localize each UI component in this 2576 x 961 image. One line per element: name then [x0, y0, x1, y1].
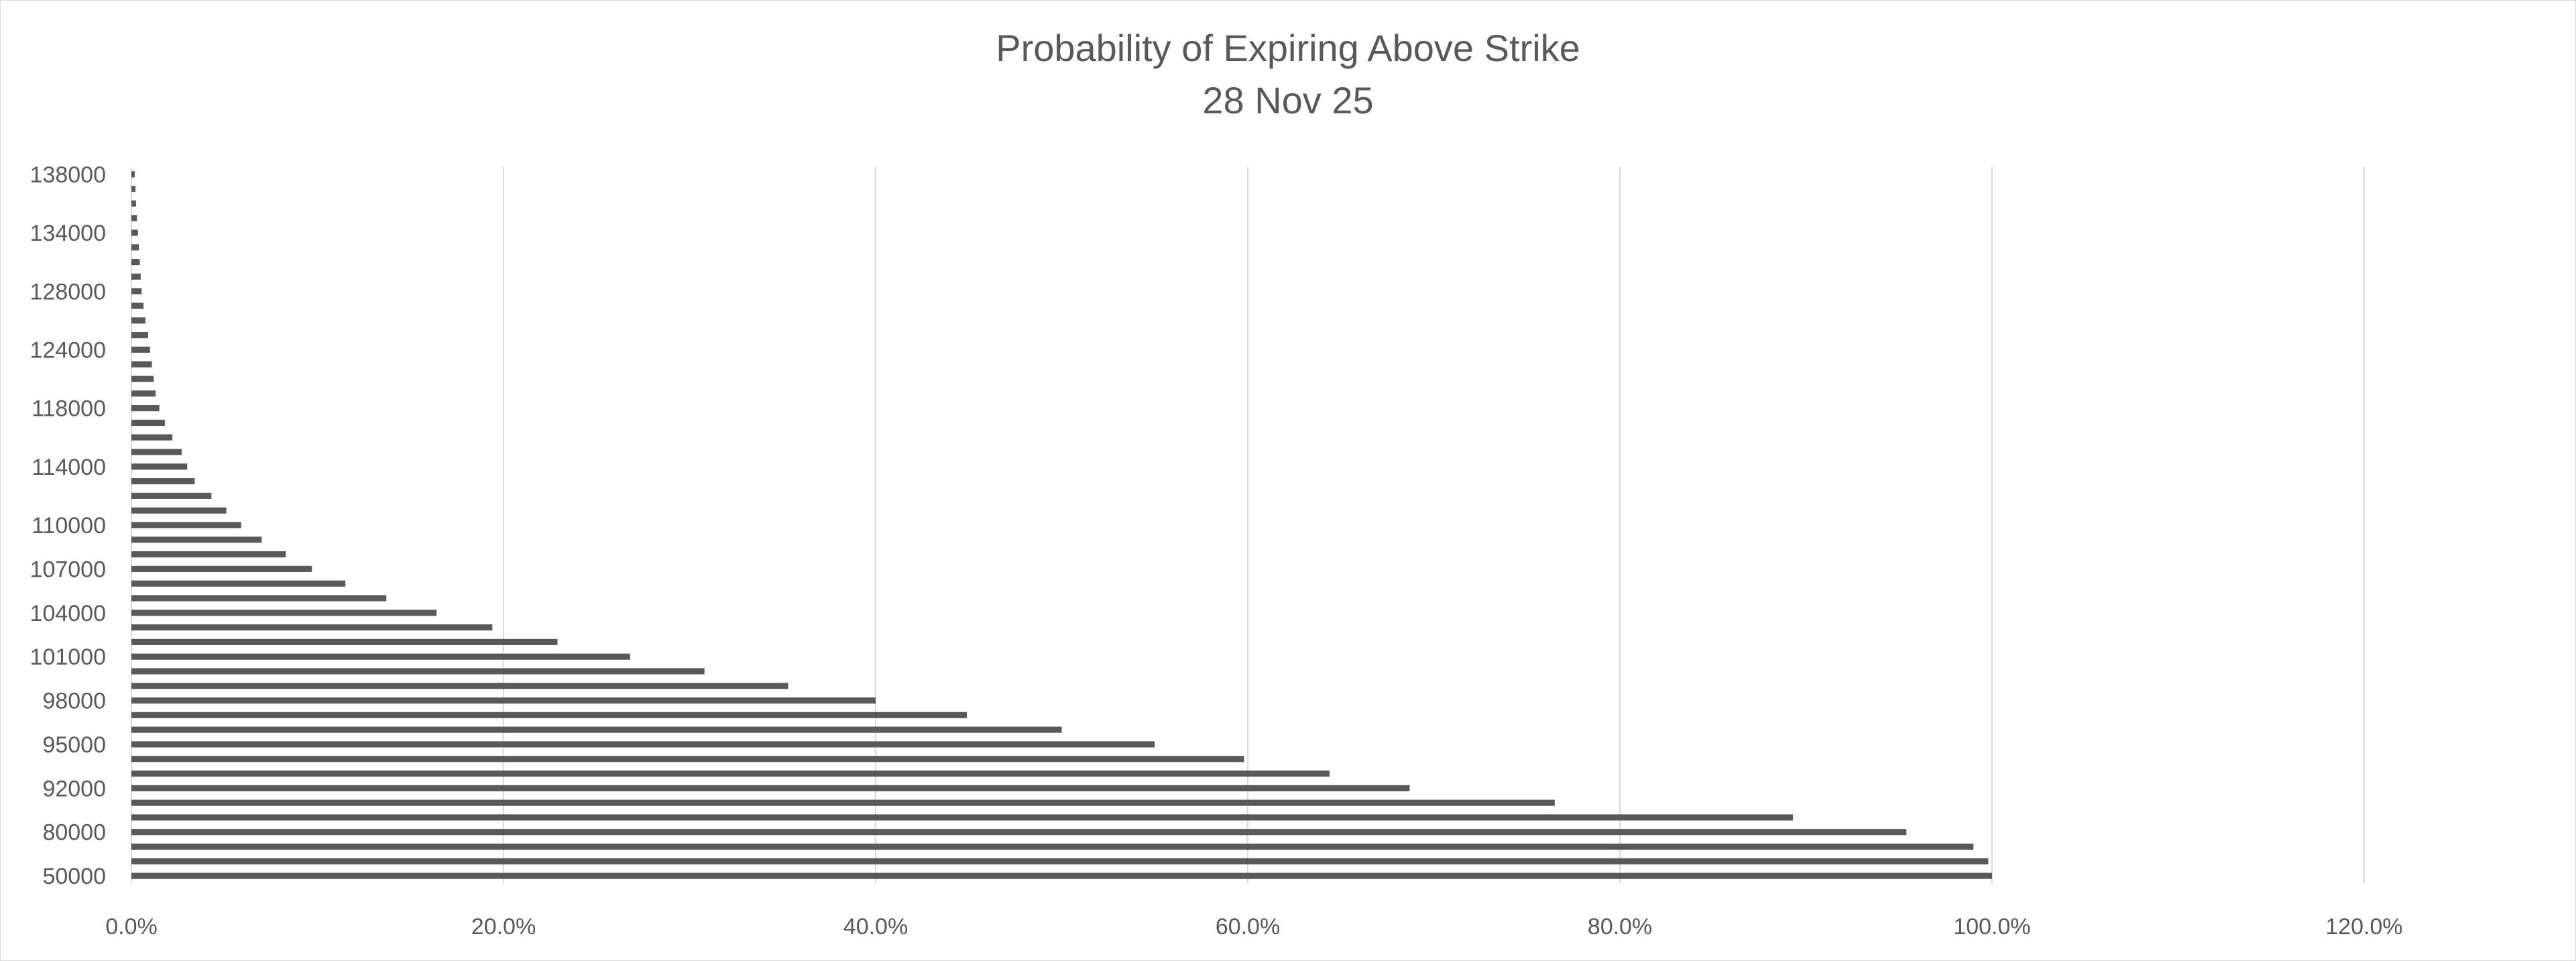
y-tick-label: 80000: [42, 820, 106, 846]
bar: [131, 726, 1062, 733]
bar: [131, 273, 141, 280]
bar: [131, 595, 387, 602]
y-tick-label: 92000: [42, 776, 106, 801]
bar: [131, 492, 212, 499]
x-tick-label: 40.0%: [843, 914, 908, 940]
bar: [131, 697, 876, 704]
bar: [131, 288, 142, 294]
x-tick-label: 0.0%: [105, 914, 158, 940]
bar: [131, 229, 138, 236]
chart-subtitle: 28 Nov 25: [1202, 79, 1374, 121]
x-tick-label: 20.0%: [471, 914, 536, 940]
bar: [131, 419, 165, 427]
y-tick-label: 124000: [30, 337, 106, 363]
bar: [131, 872, 1992, 879]
bar: [131, 756, 1244, 762]
bar: [131, 712, 967, 718]
x-tick-label: 80.0%: [1588, 914, 1652, 940]
bar: [131, 638, 558, 645]
y-tick-label: 101000: [30, 644, 106, 670]
bar: [131, 478, 195, 485]
bar: [131, 814, 1794, 821]
bar: [131, 580, 346, 587]
bar: [131, 332, 148, 339]
bar: [131, 565, 312, 572]
bar: [131, 624, 493, 631]
bar: [131, 186, 136, 192]
y-tick-label: 118000: [32, 396, 106, 422]
y-tick-label: 138000: [30, 162, 106, 188]
x-tick-label: 100.0%: [1953, 914, 2030, 940]
bar: [131, 346, 150, 353]
bar: [131, 536, 262, 543]
y-tick-label: 134000: [30, 221, 106, 246]
bar: [131, 259, 140, 266]
y-tick-label: 128000: [30, 279, 106, 304]
y-tick-label: 107000: [30, 557, 106, 582]
bar: [131, 317, 145, 324]
bar: [131, 668, 705, 675]
bar: [131, 434, 173, 441]
bar: [131, 449, 182, 455]
bar: [131, 200, 136, 207]
bar: [131, 376, 154, 382]
bar: [131, 171, 135, 178]
bar: [131, 741, 1155, 748]
y-tick-label: 98000: [42, 689, 106, 714]
bar: [131, 405, 160, 412]
bar: [131, 507, 227, 514]
bar: [131, 463, 188, 470]
y-tick-label: 50000: [42, 864, 106, 889]
bar: [131, 843, 1974, 850]
bar: [131, 610, 437, 616]
chart-title: Probability of Expiring Above Strike: [996, 27, 1580, 69]
bar: [131, 551, 286, 558]
bar: [131, 522, 241, 528]
bar: [131, 244, 139, 251]
bar: [131, 361, 152, 368]
bar: [131, 770, 1330, 777]
x-tick-label: 120.0%: [2325, 914, 2402, 940]
y-tick-label: 110000: [32, 513, 106, 539]
bar: [131, 683, 788, 689]
bar: [131, 858, 1989, 864]
bar: [131, 302, 144, 309]
bar: [131, 829, 1907, 836]
y-tick-label: 95000: [42, 732, 106, 758]
x-tick-label: 60.0%: [1216, 914, 1280, 940]
bar: [131, 390, 156, 397]
bar: [131, 215, 137, 221]
bar: [131, 799, 1555, 806]
y-tick-label: 104000: [30, 601, 106, 626]
bar: [131, 785, 1410, 791]
bar: [131, 653, 630, 660]
y-tick-label: 114000: [32, 455, 106, 480]
